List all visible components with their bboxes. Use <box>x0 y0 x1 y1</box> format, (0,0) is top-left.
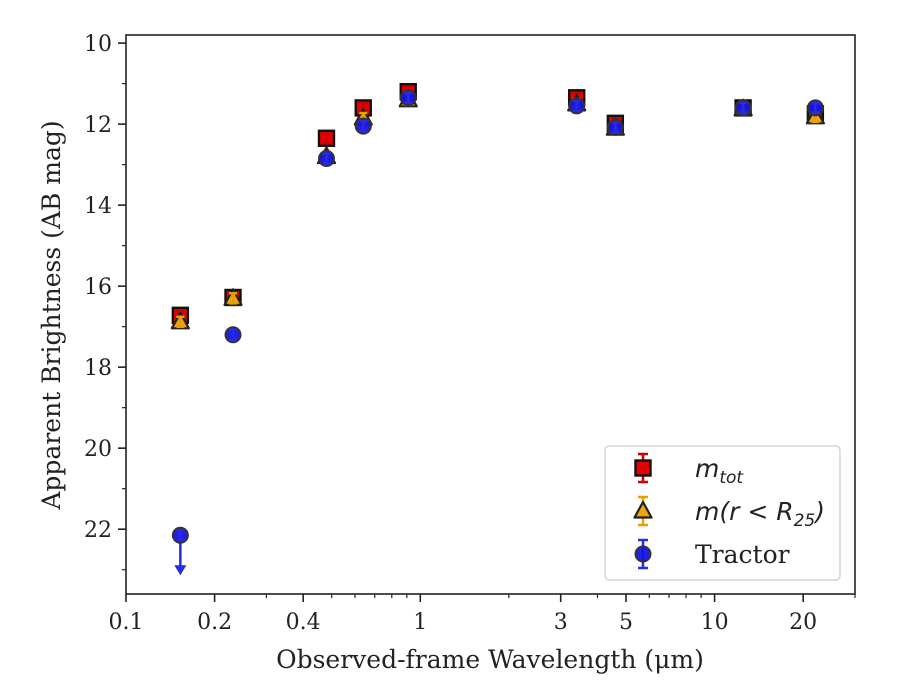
legend-label: m(r < R25) <box>695 497 825 531</box>
x-tick-label: 1 <box>413 610 427 635</box>
data-point <box>317 129 336 147</box>
x-tick-label: 0.4 <box>286 610 321 635</box>
x-tick-label: 0.1 <box>109 610 144 635</box>
y-tick-label: 20 <box>84 437 112 462</box>
legend-label: mtot <box>695 454 744 488</box>
plot-frame <box>125 34 856 595</box>
x-axis-label: Observed-frame Wavelength (μm) <box>276 645 704 674</box>
data-point <box>224 326 242 344</box>
data-point <box>568 97 586 115</box>
legend-box <box>604 445 841 581</box>
data-point <box>734 99 752 117</box>
x-tick-label: 20 <box>789 610 817 635</box>
legend-entry: Tractor <box>634 538 790 570</box>
legend-label: Tractor <box>695 540 790 569</box>
y-tick-label: 14 <box>84 194 112 219</box>
legend-triangle-marker <box>633 500 653 519</box>
legend: mtot m(r < R25) Tractor <box>604 445 841 581</box>
x-tick-label: 10 <box>701 610 729 635</box>
y-tick-label: 12 <box>84 113 112 138</box>
data-series <box>170 83 825 576</box>
y-tick-label: 16 <box>84 275 112 300</box>
x-tick-label: 0.2 <box>197 610 232 635</box>
data-point <box>606 118 624 136</box>
data-point <box>170 311 190 330</box>
series-triangle <box>170 89 825 330</box>
data-point <box>354 117 372 135</box>
x-axis-ticks: 0.1 0.2 0.4 1 3 5 10 20 <box>109 594 856 635</box>
data-point <box>223 288 243 306</box>
data-point <box>806 99 824 117</box>
legend-entry: mtot <box>634 452 744 488</box>
y-tick-label: 18 <box>84 356 112 381</box>
legend-square-marker <box>634 459 652 477</box>
legend-circle-marker <box>634 545 652 563</box>
series-square <box>171 83 825 325</box>
y-axis-label: Apparent Brightness (AB mag) <box>37 120 66 510</box>
x-tick-label: 5 <box>619 610 633 635</box>
legend-entry: m(r < R25) <box>633 495 825 531</box>
y-axis-ticks: 10 12 14 16 18 20 22 <box>84 32 126 571</box>
data-point <box>317 150 335 168</box>
data-point <box>171 526 189 576</box>
y-tick-label: 10 <box>84 32 112 57</box>
upper-limit-arrow-head <box>174 565 187 576</box>
data-point <box>399 89 417 107</box>
y-tick-label: 22 <box>84 518 112 543</box>
series-circle <box>171 89 824 576</box>
x-tick-label: 3 <box>554 610 568 635</box>
